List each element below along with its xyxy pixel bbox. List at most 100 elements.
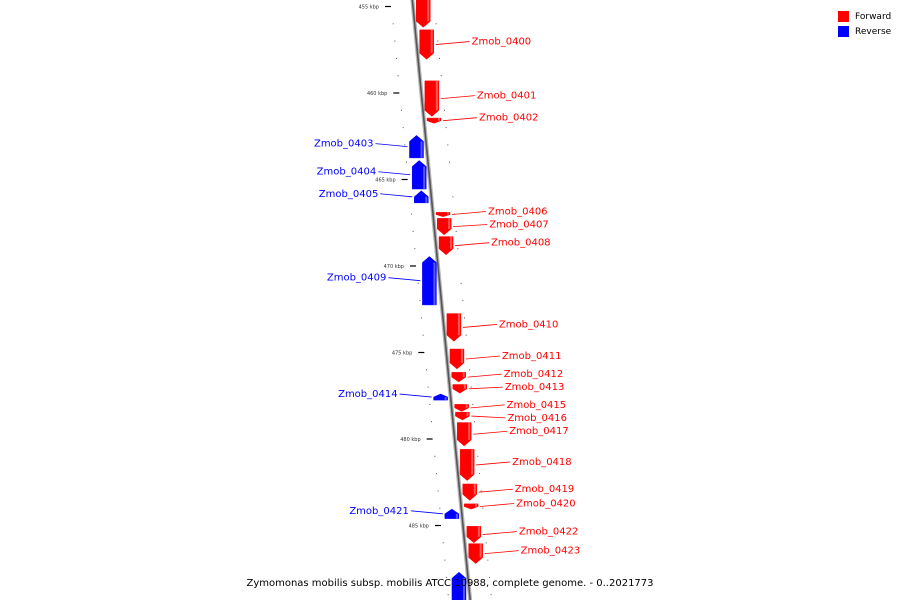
gene-highlight: [433, 262, 436, 305]
kbp-scale: 455 kbp 460 kbp 465 kbp 470 kbp 475 kbp 480 k…: [359, 5, 492, 596]
gene-feature[interactable]: [456, 422, 472, 447]
gene-highlight: [450, 236, 453, 249]
gene-highlight: [473, 483, 476, 495]
gene-label[interactable]: Zmob_0417: [509, 426, 569, 437]
gene-label-leader: [478, 488, 513, 493]
gene-feature[interactable]: [409, 135, 424, 159]
gene-feature[interactable]: [435, 212, 451, 217]
gene-label[interactable]: Zmob_0422: [519, 527, 579, 538]
gene-label[interactable]: Zmob_0406: [488, 207, 548, 218]
gene-label-leader: [442, 117, 478, 122]
gene-feature[interactable]: [436, 218, 452, 236]
gene-label-leader: [470, 404, 505, 409]
gene-highlight: [479, 543, 482, 558]
gene-feature[interactable]: [422, 256, 437, 306]
gene-label-leader: [465, 355, 500, 360]
gene-highlight: [444, 397, 447, 401]
legend-forward[interactable]: Forward: [838, 9, 891, 24]
gene-label-leader: [380, 193, 413, 198]
kbp-label: 465 kbp: [375, 178, 395, 184]
reverse-swatch: [838, 26, 849, 37]
gene-highlight: [475, 503, 478, 507]
gene-label[interactable]: Zmob_0423: [521, 546, 581, 557]
gene-label[interactable]: Zmob_0415: [507, 400, 567, 411]
forward-swatch: [838, 11, 849, 22]
gene-feature[interactable]: [419, 29, 434, 60]
gene-label-leader: [462, 324, 497, 328]
gene-label[interactable]: Zmob_0421: [349, 506, 409, 517]
gene-label[interactable]: Zmob_0413: [505, 382, 565, 393]
gene-label[interactable]: Zmob_0409: [327, 273, 387, 284]
gene-highlight: [427, 0, 430, 22]
gene-highlight: [462, 578, 465, 600]
gene-feature[interactable]: [444, 508, 460, 519]
gene-feature[interactable]: [468, 543, 483, 564]
gene-highlight: [471, 449, 474, 475]
gene-feature[interactable]: [459, 449, 475, 481]
gene-feature[interactable]: [451, 372, 466, 383]
gene-label[interactable]: Zmob_0418: [512, 457, 572, 468]
gene-label-leader: [480, 503, 515, 507]
gene-label[interactable]: Zmob_0408: [491, 238, 551, 249]
gene-highlight: [420, 141, 423, 158]
gene-feature[interactable]: [426, 117, 442, 124]
gene-highlight: [477, 526, 480, 537]
gene-feature[interactable]: [433, 393, 448, 401]
gene-feature[interactable]: [411, 160, 427, 190]
legend-forward-label: Forward: [855, 11, 892, 22]
gene-feature[interactable]: [424, 80, 440, 117]
legend-reverse-label: Reverse: [855, 26, 892, 37]
gene-feature[interactable]: [451, 571, 467, 600]
gene-label-leader: [440, 95, 475, 100]
gene-highlight: [465, 404, 468, 408]
kbp-label: 455 kbp: [359, 5, 379, 11]
gene-label-leader: [375, 143, 408, 148]
gene-feature[interactable]: [454, 404, 469, 412]
gene-highlight: [425, 196, 428, 203]
gene-label-leader: [476, 461, 511, 466]
gene-highlight: [455, 513, 458, 519]
gene-highlight: [448, 218, 451, 229]
gene-feature[interactable]: [414, 190, 429, 204]
gene-label[interactable]: Zmob_0400: [472, 37, 532, 48]
gene-label-leader: [482, 531, 517, 535]
gene-label[interactable]: Zmob_0407: [489, 220, 549, 231]
gene-feature[interactable]: [466, 526, 482, 544]
gene-label[interactable]: Zmob_0410: [499, 319, 559, 330]
gene-label[interactable]: Zmob_0420: [516, 498, 576, 509]
gene-highlight: [423, 166, 426, 190]
gene-feature[interactable]: [446, 313, 462, 342]
gene-label[interactable]: Zmob_0419: [515, 484, 575, 495]
gene-label-leader: [484, 550, 519, 555]
genome-caption: Zymomonas mobilis subsp. mobilis ATCC 10…: [246, 578, 654, 589]
gene-label-leader: [451, 211, 487, 215]
gene-feature[interactable]: [415, 0, 431, 28]
gene-feature[interactable]: [462, 483, 478, 501]
gene-label-leader: [435, 41, 470, 45]
gene-label[interactable]: Zmob_0402: [479, 113, 539, 124]
gene-label[interactable]: Zmob_0414: [338, 389, 398, 400]
gene-features: [409, 0, 483, 600]
gene-label[interactable]: Zmob_0416: [507, 413, 567, 424]
gene-label[interactable]: Zmob_0401: [477, 91, 537, 102]
gene-highlight: [463, 384, 466, 389]
kbp-label: 485 kbp: [409, 524, 429, 530]
gene-feature[interactable]: [452, 384, 468, 394]
gene-feature[interactable]: [455, 411, 470, 421]
legend-reverse[interactable]: Reverse: [838, 24, 891, 39]
gene-feature[interactable]: [449, 348, 465, 370]
gene-label[interactable]: Zmob_0404: [317, 167, 377, 178]
gene-label[interactable]: Zmob_0411: [502, 351, 562, 362]
gene-highlight: [447, 212, 450, 215]
gene-label[interactable]: Zmob_0412: [504, 369, 564, 380]
gene-label[interactable]: Zmob_0405: [319, 189, 379, 200]
gene-highlight: [457, 313, 460, 336]
gene-label-leader: [378, 171, 411, 176]
gene-label[interactable]: Zmob_0403: [314, 139, 374, 150]
gene-label-leader: [453, 224, 488, 228]
axis-line: [411, 0, 471, 600]
gene-feature[interactable]: [463, 503, 479, 510]
gene-highlight: [460, 349, 463, 363]
gene-feature[interactable]: [438, 236, 454, 256]
